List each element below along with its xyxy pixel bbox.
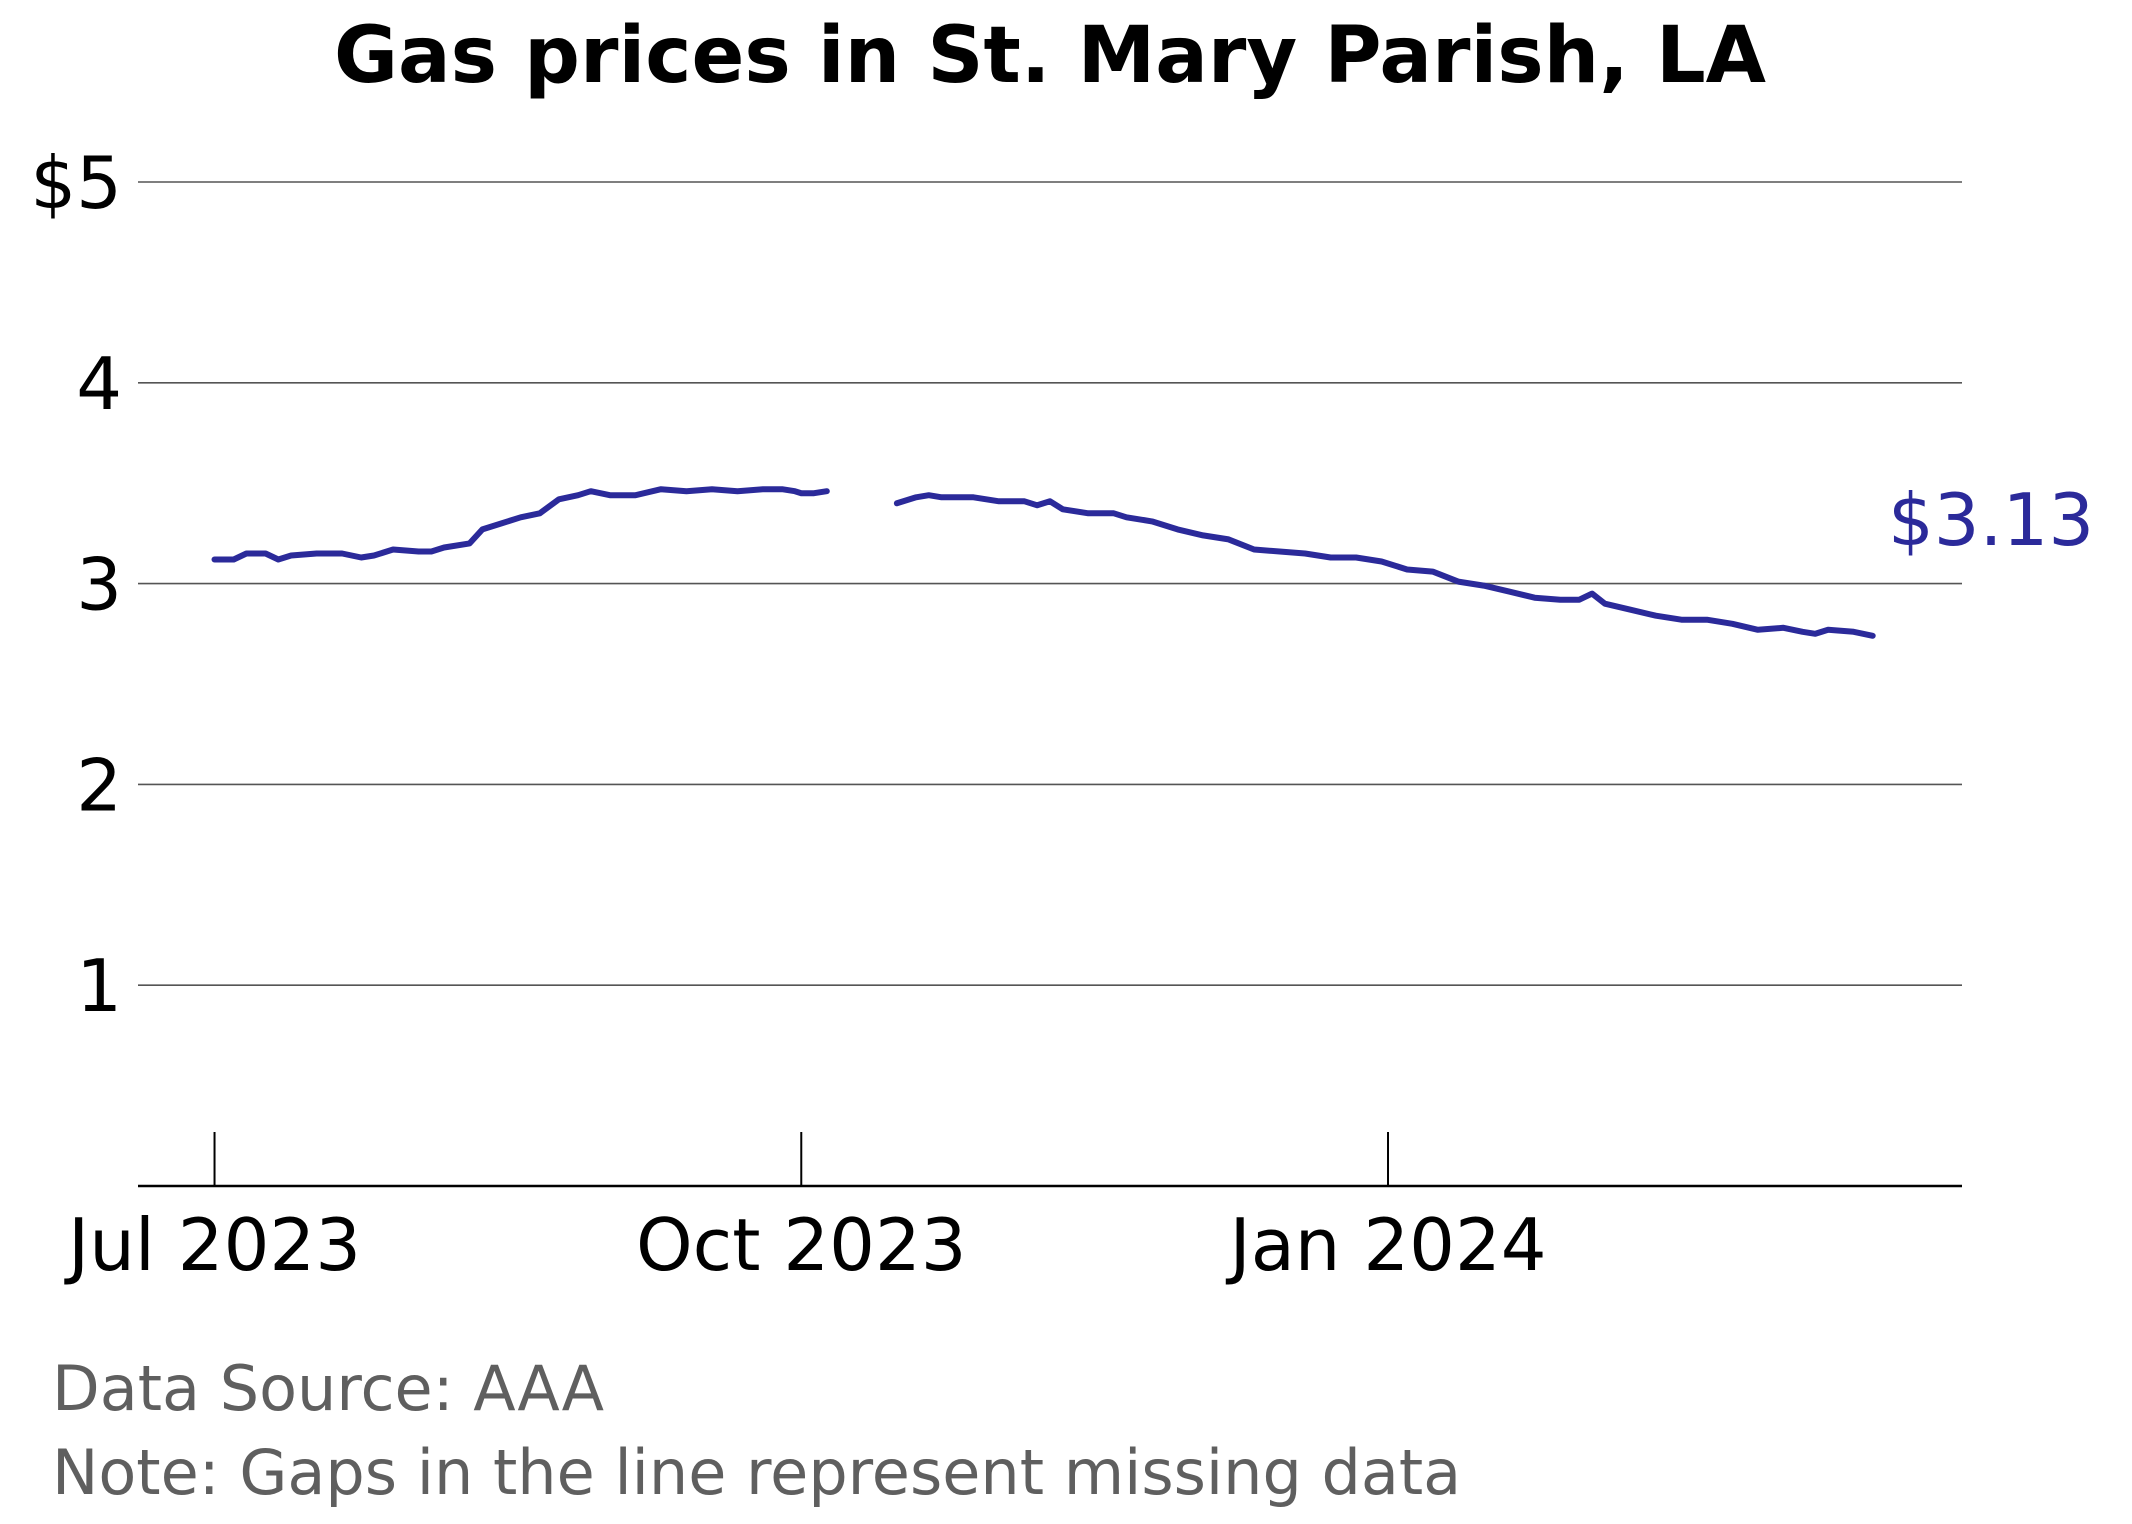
y-tick-label-2: 2 <box>76 743 122 827</box>
series-line-segment-2 <box>893 492 1876 639</box>
x-tick-label-2023-10-01: Oct 2023 <box>636 1203 967 1287</box>
x-tick-label-2023-07-01: Jul 2023 <box>64 1203 361 1287</box>
y-tick-label-1: 1 <box>76 944 122 1028</box>
grid <box>138 181 1962 987</box>
footer-source: Data Source: AAA <box>52 1352 604 1425</box>
chart-title: Gas prices in St. Mary Parish, LA <box>334 11 1766 101</box>
x-axis: Jul 2023 Oct 2023 Jan 2024 <box>64 1132 1962 1287</box>
footer-note: Note: Gaps in the line represent missing… <box>52 1436 1461 1509</box>
x-tick-label-2024-01-01: Jan 2024 <box>1225 1203 1546 1287</box>
series <box>211 486 1876 639</box>
y-tick-label-3: 3 <box>76 543 122 627</box>
end-value-label: $3.13 <box>1888 478 2094 562</box>
series-line-segment-1 <box>211 486 830 563</box>
y-tick-label-5: $5 <box>30 141 122 225</box>
y-tick-label-4: 4 <box>76 342 122 426</box>
y-axis: 1 2 3 4 $5 <box>30 141 122 1028</box>
